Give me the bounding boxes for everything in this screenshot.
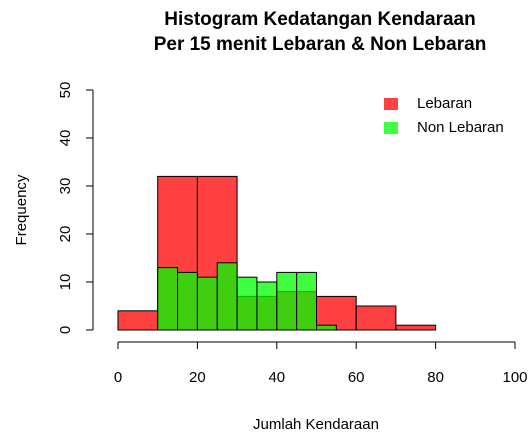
histogram-bar <box>256 281 278 331</box>
x-tick-label: 0 <box>114 369 122 386</box>
y-tick-label: 10 <box>57 274 74 291</box>
histogram-bar <box>316 324 337 331</box>
histogram-bar <box>236 276 258 331</box>
y-tick-label: 20 <box>57 226 74 243</box>
x-tick-label: 100 <box>502 369 527 386</box>
histogram-bar <box>276 271 298 331</box>
legend-swatch <box>384 98 398 110</box>
y-tick-label: 40 <box>57 130 74 147</box>
y-axis-label: Frequency <box>13 174 30 245</box>
y-tick-label: 50 <box>57 82 74 99</box>
legend-label: Lebaran <box>417 95 472 112</box>
histogram-bar <box>216 262 238 331</box>
legend-label: Non Lebaran <box>417 119 504 136</box>
y-tick-label: 30 <box>57 178 74 195</box>
chart-title: Histogram Kedatangan Kendaraan <box>164 9 475 30</box>
y-tick-label: 0 <box>57 326 74 334</box>
legend-swatch <box>384 122 398 134</box>
histogram-bar <box>177 271 198 331</box>
x-tick-label: 20 <box>189 369 206 386</box>
x-tick-label: 60 <box>348 369 365 386</box>
histogram-bar <box>296 271 317 331</box>
histogram-bar <box>196 276 218 331</box>
histogram-bar <box>117 310 159 331</box>
x-tick-label: 40 <box>268 369 285 386</box>
chart-title: Per 15 menit Lebaran & Non Lebaran <box>154 34 487 55</box>
histogram-bar <box>157 267 179 331</box>
x-tick-label: 80 <box>427 369 444 386</box>
histogram-bar <box>355 305 397 331</box>
x-axis-label: Jumlah Kendaraan <box>253 416 379 433</box>
histogram-bar <box>395 324 437 331</box>
